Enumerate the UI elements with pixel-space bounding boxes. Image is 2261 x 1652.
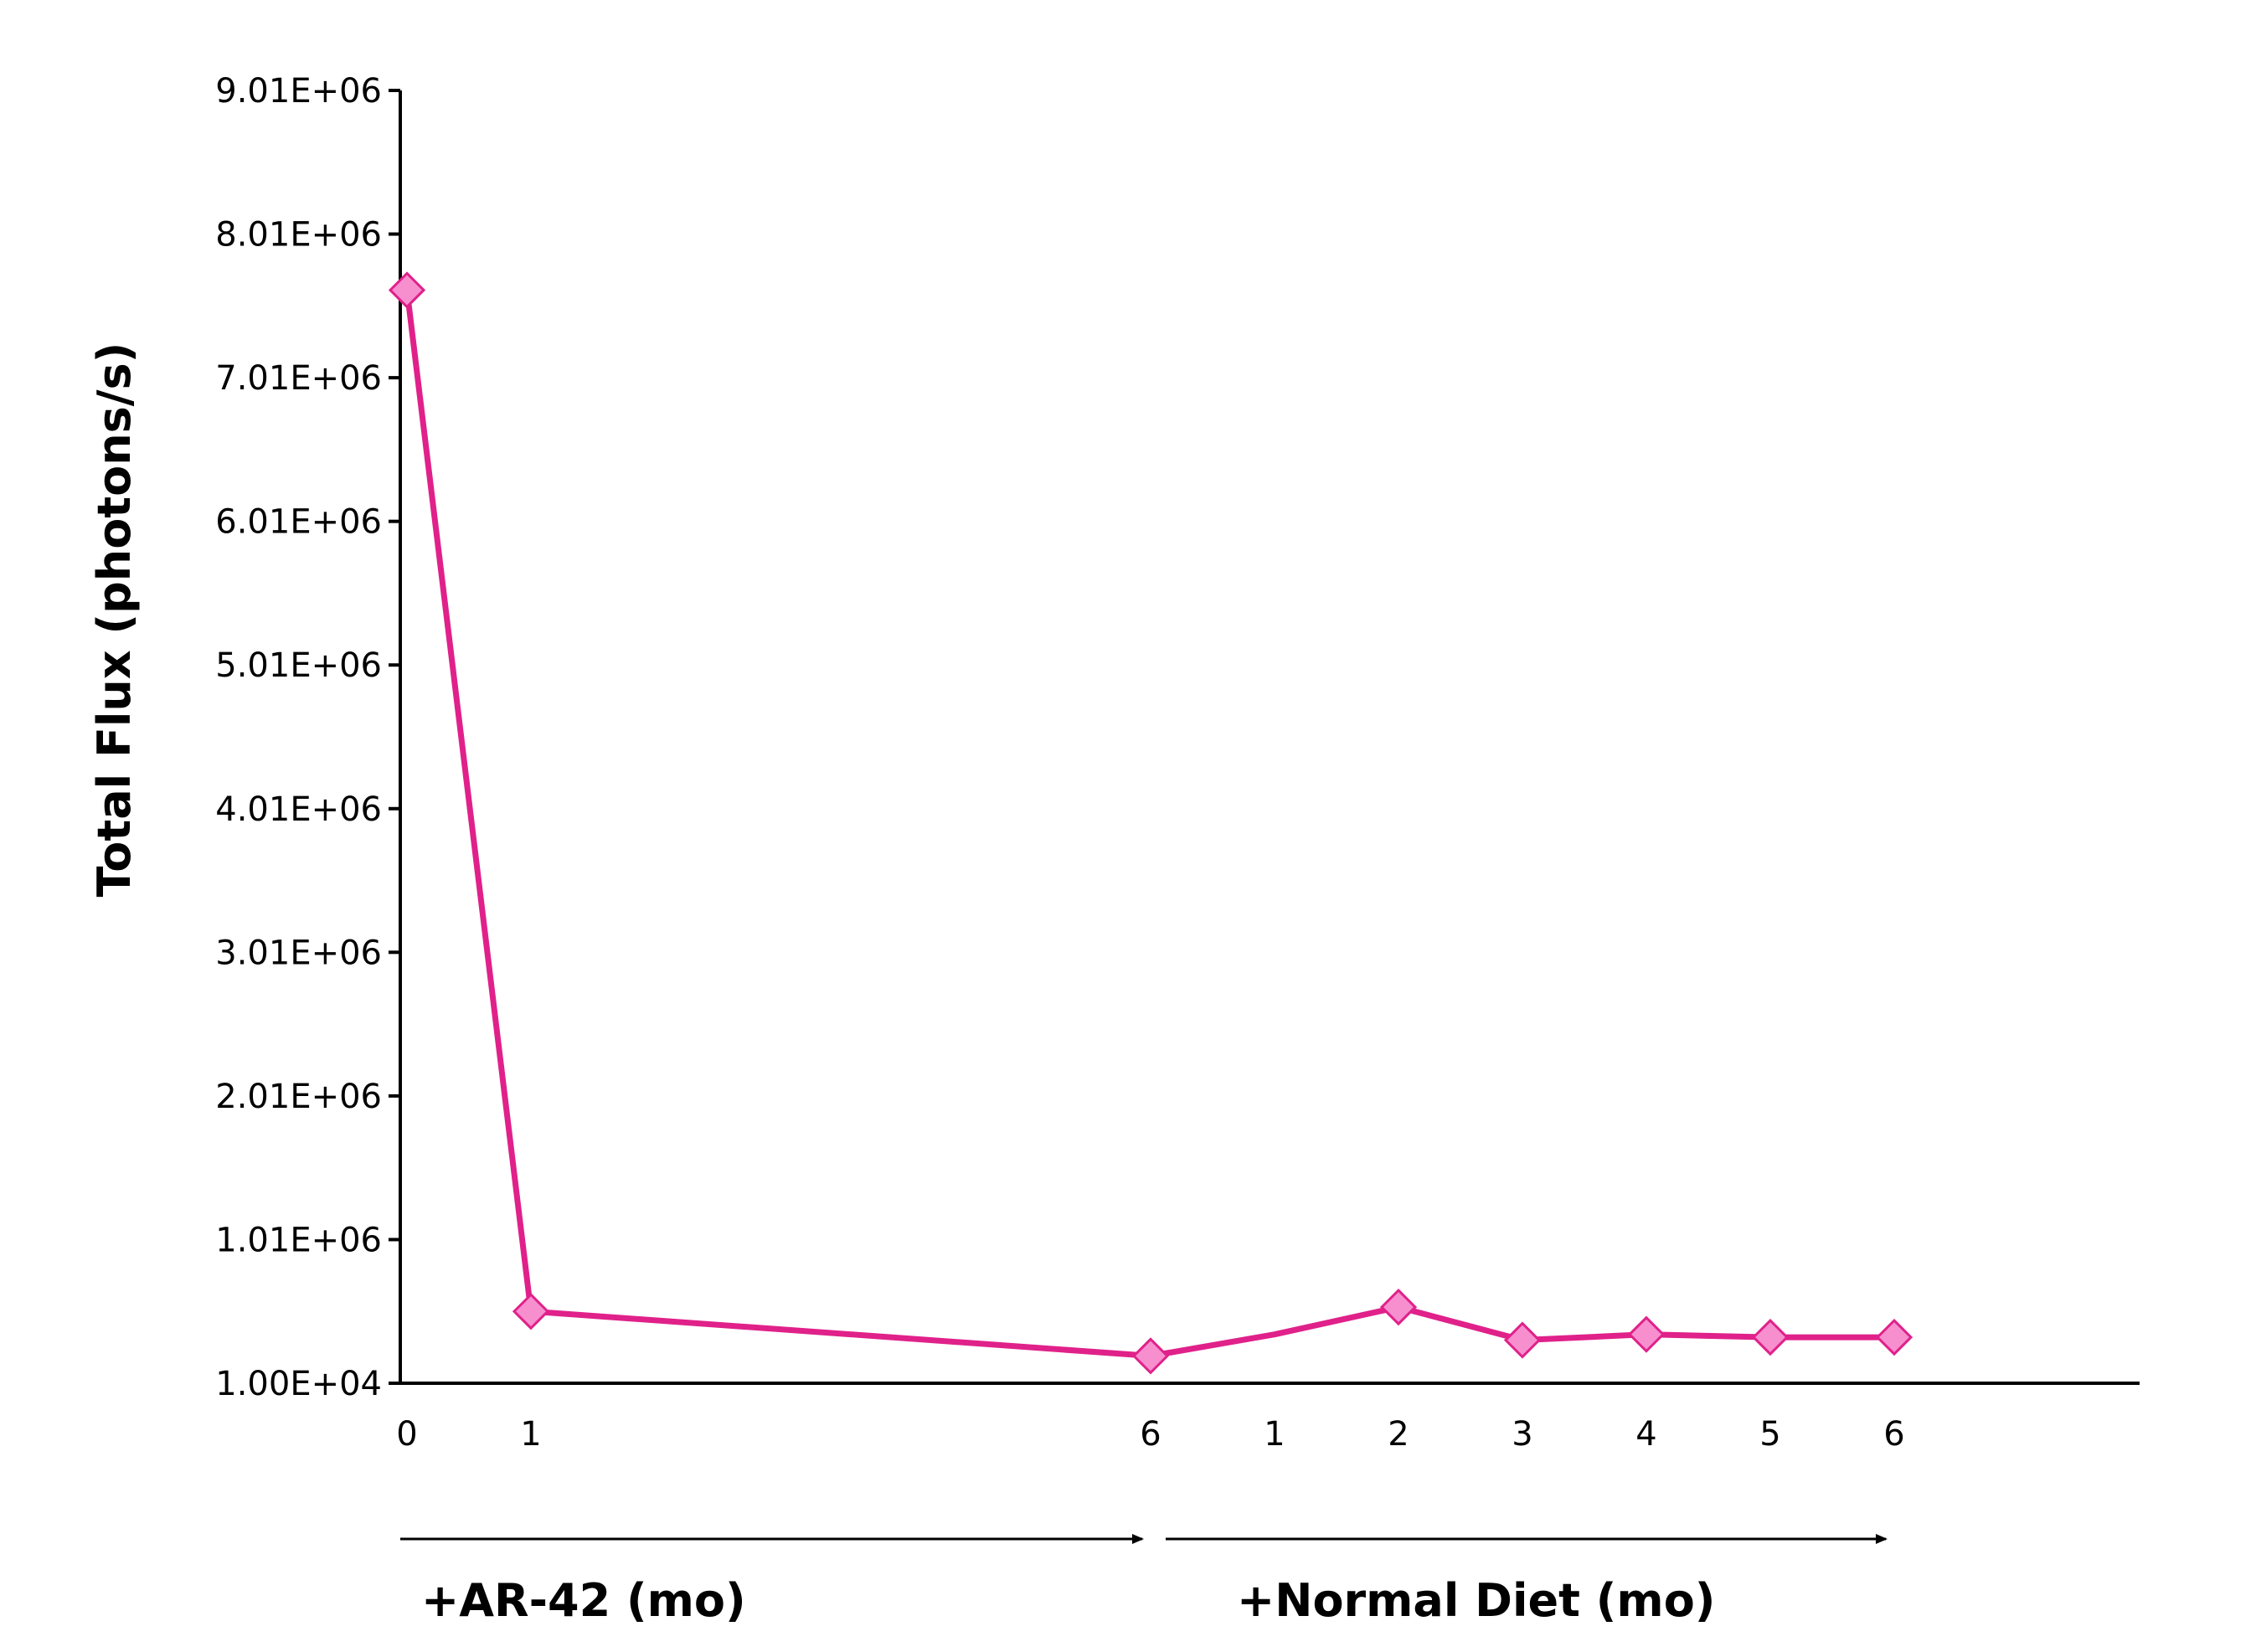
y-tick-label: 2.01E+06 [215,1078,382,1116]
y-axis-title: Total Flux (photons/s) [88,342,141,898]
data-point-marker [1751,1318,1790,1356]
series-line [404,290,1894,1359]
y-tick-label: 7.01E+06 [215,359,382,398]
y-tick-label: 9.01E+06 [215,72,382,111]
data-point-marker [1131,1337,1170,1375]
data-point-marker [388,271,426,309]
phase-label: +AR-42 (mo) [421,1574,746,1627]
y-tick-label: 1.00E+04 [215,1365,382,1403]
y-tick-label: 6.01E+06 [215,503,382,542]
data-point-marker [512,1293,550,1330]
x-tick-label: 6 [1883,1415,1904,1454]
y-tick-label: 5.01E+06 [215,646,382,685]
x-tick-label: 2 [1388,1415,1409,1454]
y-tick-label: 4.01E+06 [215,790,382,829]
x-tick-label: 4 [1635,1415,1656,1454]
y-tick-label: 3.01E+06 [215,934,382,972]
y-tick-label: 8.01E+06 [215,216,382,255]
data-point-marker [1627,1315,1666,1353]
y-tick-label: 1.01E+06 [215,1221,382,1259]
x-tick-label: 5 [1759,1415,1780,1454]
x-tick-label: 3 [1512,1415,1532,1454]
data-point-marker [1379,1288,1418,1326]
phase-label: +Normal Diet (mo) [1237,1574,1715,1627]
x-tick-label: 1 [520,1415,541,1454]
data-point-marker [1503,1321,1542,1359]
x-tick-label: 6 [1140,1415,1161,1454]
data-point-marker [1875,1318,1913,1356]
x-tick-label: 0 [396,1415,417,1454]
x-tick-label: 1 [1264,1415,1285,1454]
